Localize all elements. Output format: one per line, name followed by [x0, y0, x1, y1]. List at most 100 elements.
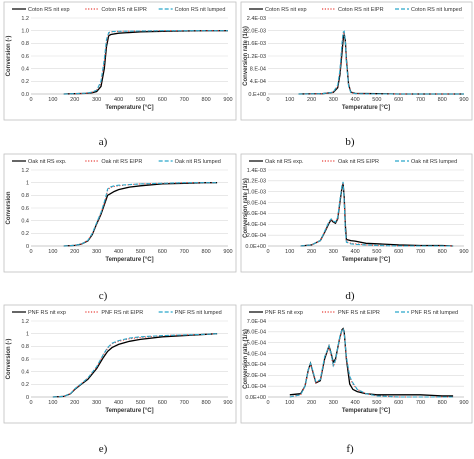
x-tick-label: 300: [329, 97, 338, 103]
panel-frame: [3, 1, 237, 121]
x-tick-label: 700: [180, 97, 189, 103]
x-tick-label: 200: [70, 249, 79, 255]
y-tick-label: 0.0: [21, 92, 29, 98]
x-tick-label: 0: [29, 249, 32, 255]
x-tick-label: 500: [372, 249, 381, 255]
x-axis-title: Temperature [°C]: [342, 408, 390, 414]
x-tick-label: 100: [48, 400, 57, 406]
x-axis-title: Temperature [°C]: [105, 105, 153, 111]
x-tick-label: 500: [372, 97, 381, 103]
y-tick-label: 0.8: [21, 344, 29, 350]
y-tick-label: 0.2: [21, 231, 29, 237]
y-tick-label: 1.2: [21, 168, 29, 174]
x-tick-label: 900: [459, 400, 468, 406]
panel-frame: [3, 304, 237, 424]
x-tick-label: 100: [285, 400, 294, 406]
x-tick-label: 300: [92, 97, 101, 103]
legend-label: Oak nit RS EIPR: [101, 159, 142, 165]
legend-label: PNF RS nit EIPR: [338, 310, 380, 316]
legend-label: PNF RS nit exp: [28, 310, 66, 316]
y-axis-title: Conversion rate (1/s): [243, 178, 249, 238]
x-tick-label: 600: [394, 400, 403, 406]
x-tick-label: 400: [114, 400, 123, 406]
legend-label: Coton RS nit EIPR: [101, 7, 147, 13]
legend-label: Oak nit RS EIPR: [338, 159, 379, 165]
y-tick-label: 2.0E-03: [247, 28, 266, 34]
panel-caption: a): [99, 136, 108, 148]
y-tick-label: 0.E+00: [248, 92, 266, 98]
y-tick-label: 8.E-04: [250, 66, 266, 72]
y-axis-title: Conversion (-): [6, 36, 12, 77]
x-axis-title: Temperature [°C]: [105, 257, 153, 263]
x-tick-label: 200: [307, 400, 316, 406]
y-tick-label: 0.6: [21, 206, 29, 212]
x-tick-label: 600: [158, 249, 167, 255]
legend-label: Oak nit RS exp.: [265, 159, 304, 165]
y-tick-label: 6.0E-04: [247, 211, 266, 217]
panel-caption: d): [345, 290, 355, 302]
y-tick-label: 0.0E+00: [245, 395, 266, 401]
y-tick-label: 0.4: [21, 369, 29, 375]
x-tick-label: 400: [114, 97, 123, 103]
x-tick-label: 800: [438, 400, 447, 406]
chart-panel-1: 0.0 0.2 0.4 0.6 0.8 1.0 1.2 0 100 200 300 400 500 600…: [3, 1, 237, 121]
x-tick-label: 100: [285, 249, 294, 255]
panel-frame: [240, 153, 473, 273]
y-tick-label: 3.0E-04: [247, 362, 266, 368]
legend-label: Coton RS nit lumped: [175, 7, 226, 13]
x-tick-label: 400: [351, 249, 360, 255]
y-tick-label: 1.4E-03: [247, 168, 266, 174]
x-tick-label: 100: [48, 249, 57, 255]
legend-label: Oak nit RS lumped: [411, 159, 457, 165]
x-tick-label: 500: [136, 97, 145, 103]
x-tick-label: 500: [136, 400, 145, 406]
chart-panel-4: 0.0E+00 2.0E-04 4.0E-04 6.0E-04 8.0E-04 1.0E-…: [240, 153, 473, 273]
y-tick-label: 5.0E-04: [247, 341, 266, 347]
x-tick-label: 200: [307, 97, 316, 103]
panel-frame: [240, 1, 473, 121]
legend-label: Coton RS nit exp: [28, 7, 70, 13]
y-tick-label: 0.8: [21, 193, 29, 199]
x-tick-label: 200: [307, 249, 316, 255]
legend-label: PNF RS nit exp: [265, 310, 303, 316]
series-line: [52, 333, 218, 398]
x-tick-label: 300: [92, 249, 101, 255]
chart-panel-5: 0 0.2 0.4 0.6 0.8 1 1.2 0 100 200 300 400 500 600 700 8…: [3, 304, 237, 424]
panel-caption: e): [99, 443, 108, 455]
x-tick-label: 0: [29, 97, 32, 103]
legend-label: Oak nit RS exp.: [28, 159, 67, 165]
y-tick-label: 0.0E+00: [245, 244, 266, 250]
chart-panel-3: 0 0.2 0.4 0.6 0.8 1 1.2 0 100 200 300 400 500 600 700 8…: [3, 153, 237, 273]
y-tick-label: 0: [26, 395, 29, 401]
series-line: [52, 333, 218, 398]
x-tick-label: 900: [223, 249, 232, 255]
x-axis-title: Temperature [°C]: [342, 257, 390, 263]
y-tick-label: 1.2: [21, 319, 29, 325]
x-tick-label: 700: [180, 249, 189, 255]
x-tick-label: 300: [92, 400, 101, 406]
panel-caption: b): [345, 136, 355, 148]
y-tick-label: 1.6E-03: [247, 41, 266, 47]
x-tick-label: 300: [329, 400, 338, 406]
y-tick-label: 0: [26, 244, 29, 250]
y-tick-label: 0.8: [21, 41, 29, 47]
x-tick-label: 600: [158, 97, 167, 103]
x-tick-label: 0: [266, 249, 269, 255]
y-tick-label: 8.0E-04: [247, 200, 266, 206]
x-tick-label: 0: [266, 400, 269, 406]
x-tick-label: 700: [416, 400, 425, 406]
y-tick-label: 1.0E-04: [247, 384, 266, 390]
y-tick-label: 1.2: [21, 16, 29, 22]
y-tick-label: 2.4E-03: [247, 16, 266, 22]
y-tick-label: 0.2: [21, 79, 29, 85]
y-axis-title: Conversion rate (1/s): [243, 329, 249, 389]
x-tick-label: 0: [29, 400, 32, 406]
series-line: [300, 181, 454, 247]
y-tick-label: 0.6: [21, 54, 29, 60]
x-tick-label: 0: [266, 97, 269, 103]
series-line: [63, 182, 218, 247]
x-axis-title: Temperature [°C]: [342, 105, 390, 111]
x-tick-label: 800: [202, 249, 211, 255]
series-line: [63, 182, 218, 247]
y-axis-title: Conversion: [6, 191, 12, 224]
